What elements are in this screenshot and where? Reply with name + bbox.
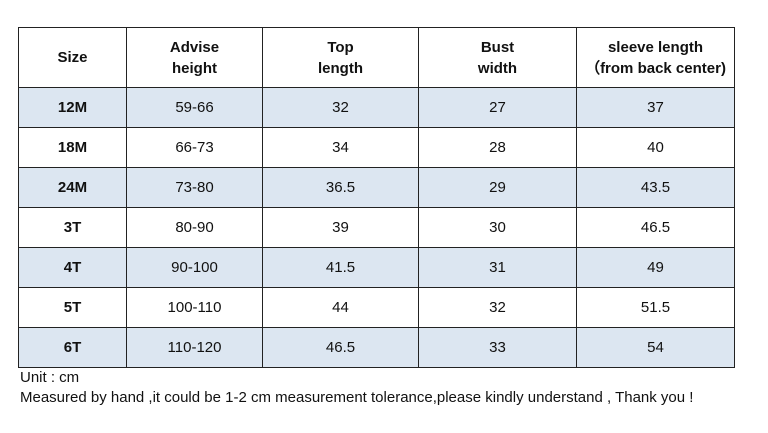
table-cell: 34 xyxy=(262,127,419,168)
header-text: sleeve length xyxy=(607,38,704,56)
header-text: Bust xyxy=(480,38,515,56)
table-cell: 90-100 xyxy=(126,247,263,288)
table-cell: 32 xyxy=(262,87,419,128)
table-cell: 44 xyxy=(262,287,419,328)
size-cell: 12M xyxy=(18,87,127,128)
unit-note: Unit : cm xyxy=(20,369,80,386)
table-cell: 32 xyxy=(418,287,577,328)
size-cell: 24M xyxy=(18,167,127,208)
table-row: 5T 100-110 44 32 51.5 xyxy=(18,287,735,328)
table-cell: 29 xyxy=(418,167,577,208)
table-cell: 110-120 xyxy=(126,327,263,368)
table-cell: 31 xyxy=(418,247,577,288)
header-text: Top xyxy=(327,38,354,56)
table-cell: 49 xyxy=(576,247,735,288)
header-cell: sleeve length （from back center) xyxy=(576,27,735,88)
size-cell: 3T xyxy=(18,207,127,248)
header-text: height xyxy=(172,59,217,77)
table-cell: 46.5 xyxy=(262,327,419,368)
table-cell: 28 xyxy=(418,127,577,168)
header-text: length xyxy=(318,59,363,77)
size-table: Size Advise height Top length Bust width sleeve… xyxy=(18,27,735,368)
table-row: 18M 66-73 34 28 40 xyxy=(18,127,735,168)
table-cell: 80-90 xyxy=(126,207,263,248)
header-cell: Top length xyxy=(262,27,419,88)
table-cell: 33 xyxy=(418,327,577,368)
header-text: width xyxy=(477,59,518,77)
header-cell: Bust width xyxy=(418,27,577,88)
table-row: 6T 110-120 46.5 33 54 xyxy=(18,327,735,368)
table-cell: 36.5 xyxy=(262,167,419,208)
header-text: Advise xyxy=(169,38,220,56)
table-cell: 41.5 xyxy=(262,247,419,288)
header-row: Size Advise height Top length Bust width sleeve… xyxy=(18,27,735,88)
table-cell: 27 xyxy=(418,87,577,128)
header-cell: Advise height xyxy=(126,27,263,88)
size-cell: 18M xyxy=(18,127,127,168)
table-cell: 43.5 xyxy=(576,167,735,208)
table-cell: 51.5 xyxy=(576,287,735,328)
table-body: 12M 59-66 32 27 37 18M 66-73 34 28 40 24M 73-80 36.5… xyxy=(18,87,735,368)
table-cell: 66-73 xyxy=(126,127,263,168)
table-cell: 30 xyxy=(418,207,577,248)
table-row: 3T 80-90 39 30 46.5 xyxy=(18,207,735,248)
table-cell: 39 xyxy=(262,207,419,248)
table-cell: 40 xyxy=(576,127,735,168)
header-text: （from back center) xyxy=(585,59,726,77)
size-cell: 5T xyxy=(18,287,127,328)
header-cell: Size xyxy=(18,27,127,88)
table-row: 24M 73-80 36.5 29 43.5 xyxy=(18,167,735,208)
table-cell: 46.5 xyxy=(576,207,735,248)
table-cell: 73-80 xyxy=(126,167,263,208)
header-text: Size xyxy=(57,49,88,66)
table-row: 12M 59-66 32 27 37 xyxy=(18,87,735,128)
tolerance-note: Measured by hand ,it could be 1-2 cm mea… xyxy=(20,389,694,406)
table-header: Size Advise height Top length Bust width sleeve… xyxy=(18,27,735,88)
table-cell: 54 xyxy=(576,327,735,368)
table-cell: 37 xyxy=(576,87,735,128)
table-cell: 100-110 xyxy=(126,287,263,328)
table-row: 4T 90-100 41.5 31 49 xyxy=(18,247,735,288)
table-cell: 59-66 xyxy=(126,87,263,128)
size-cell: 4T xyxy=(18,247,127,288)
size-cell: 6T xyxy=(18,327,127,368)
